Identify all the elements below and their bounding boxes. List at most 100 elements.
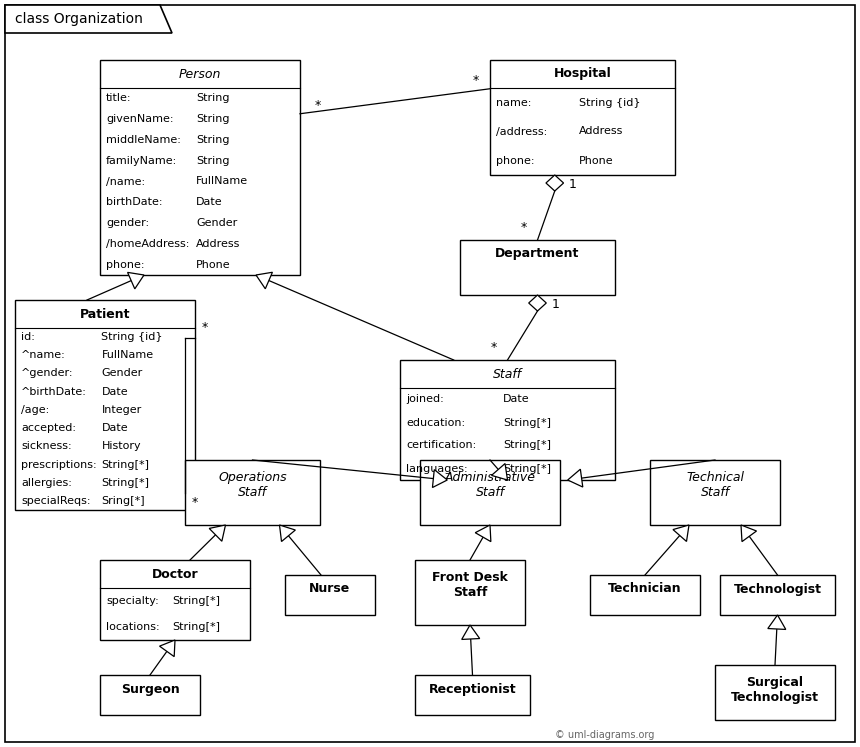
Text: Front Desk
Staff: Front Desk Staff [432,571,508,599]
Polygon shape [127,273,144,289]
Text: FullName: FullName [101,350,154,360]
Text: String[*]: String[*] [503,463,551,474]
Text: Staff: Staff [493,368,522,380]
Text: String[*]: String[*] [503,441,551,450]
Text: String[*]: String[*] [101,459,150,470]
Text: /age:: /age: [21,405,49,415]
Text: locations:: locations: [106,622,160,632]
Text: String: String [196,155,230,166]
Text: languages:: languages: [406,463,468,474]
Text: gender:: gender: [106,218,149,228]
Text: joined:: joined: [406,394,444,404]
Polygon shape [568,469,583,487]
Text: Date: Date [196,197,223,207]
Text: Gender: Gender [196,218,237,228]
Text: Technologist: Technologist [734,583,821,595]
Polygon shape [529,295,546,311]
Polygon shape [741,525,757,542]
Bar [415,675,530,715]
Polygon shape [768,615,786,630]
Text: Gender: Gender [101,368,143,379]
Text: class Organization: class Organization [15,12,143,26]
Text: id:: id: [21,332,35,342]
Text: String: String [196,114,230,124]
Text: Phone: Phone [579,155,613,166]
Text: certification:: certification: [406,441,476,450]
Polygon shape [673,525,689,542]
Text: Date: Date [101,423,128,433]
Text: ^name:: ^name: [21,350,65,360]
Text: specialty:: specialty: [106,596,159,606]
Text: String[*]: String[*] [172,622,220,632]
Polygon shape [492,464,507,480]
Polygon shape [256,272,273,289]
Bar [650,460,780,525]
Text: 1: 1 [568,179,577,191]
Text: Person: Person [179,67,221,81]
Text: Date: Date [101,387,128,397]
Text: birthDate:: birthDate: [106,197,163,207]
Text: String {id}: String {id} [101,332,163,342]
Text: phone:: phone: [106,260,144,270]
Text: String[*]: String[*] [172,596,220,606]
Text: Phone: Phone [196,260,230,270]
Bar [415,560,525,625]
Bar [715,665,835,720]
Bar [100,675,200,715]
Text: Surgical
Technologist: Surgical Technologist [731,676,819,704]
Polygon shape [209,525,225,542]
Text: familyName:: familyName: [106,155,177,166]
Text: Patient: Patient [80,308,130,320]
Text: Date: Date [503,394,530,404]
Polygon shape [5,5,172,33]
Text: String[*]: String[*] [101,477,150,488]
Bar [15,300,195,510]
Text: *: * [202,321,208,335]
Text: /name:: /name: [106,176,145,187]
Bar [400,360,615,480]
Text: ^birthDate:: ^birthDate: [21,387,87,397]
Polygon shape [433,470,447,488]
Bar [185,460,320,525]
Text: Department: Department [495,247,580,261]
Text: FullName: FullName [196,176,249,187]
Bar [490,60,675,175]
Bar [100,60,300,275]
Text: Administrative
Staff: Administrative Staff [445,471,536,499]
Text: *: * [192,496,198,509]
Bar [100,560,250,640]
Text: Nurse: Nurse [310,583,351,595]
Text: History: History [101,441,141,451]
Text: *: * [490,341,496,355]
Text: Sring[*]: Sring[*] [101,496,145,506]
Text: Receptionist: Receptionist [428,683,516,695]
Bar [285,575,375,615]
Bar [460,240,615,295]
Text: Hospital: Hospital [554,67,611,81]
Text: ^gender:: ^gender: [21,368,73,379]
Polygon shape [462,625,480,639]
Text: /address:: /address: [496,126,547,137]
Text: Address: Address [196,239,241,249]
Text: © uml-diagrams.org: © uml-diagrams.org [555,730,654,740]
Text: String[*]: String[*] [503,418,551,427]
Text: phone:: phone: [496,155,535,166]
Text: prescriptions:: prescriptions: [21,459,96,470]
Text: name:: name: [496,98,531,108]
Text: /homeAddress:: /homeAddress: [106,239,189,249]
Text: *: * [473,74,479,87]
Polygon shape [160,640,175,657]
Text: education:: education: [406,418,465,427]
Text: String {id}: String {id} [579,98,641,108]
Text: Address: Address [579,126,624,137]
Text: givenName:: givenName: [106,114,174,124]
Text: middleName:: middleName: [106,135,181,145]
Text: Operations
Staff: Operations Staff [218,471,287,499]
Text: *: * [520,222,526,235]
Text: String: String [196,93,230,103]
Text: Technical
Staff: Technical Staff [686,471,744,499]
Text: *: * [315,99,321,112]
Polygon shape [280,525,295,542]
Text: String: String [196,135,230,145]
Text: title:: title: [106,93,132,103]
